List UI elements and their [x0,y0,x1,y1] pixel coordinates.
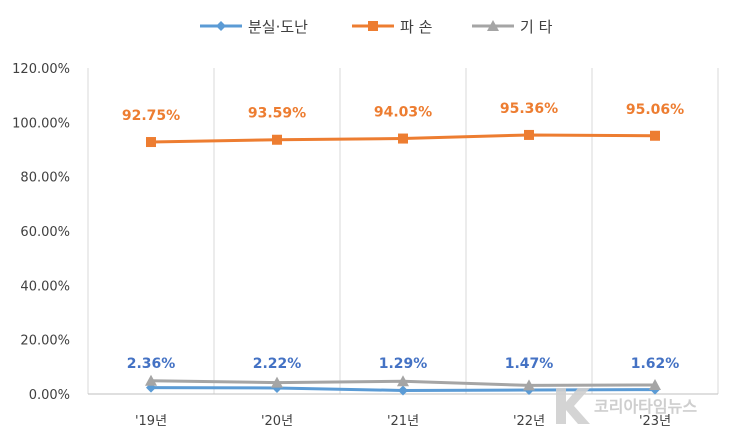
data-point-3 [145,374,157,386]
data-point-2 [524,129,534,140]
watermark: 코리아타임뉴스 [556,388,697,424]
data-point-2 [272,134,282,145]
data-label: 2.36% [127,356,176,372]
data-point-3 [523,379,535,391]
legend-label: 기 타 [520,18,553,36]
data-label: 1.29% [379,356,428,372]
k-logo-icon [556,388,590,424]
y-axis: 0.00% 20.00% 40.00% 60.00% 80.00% 100.00% 120.… [12,62,70,403]
data-label: 92.75% [122,108,180,124]
data-label: 2.22% [253,356,302,372]
y-tick-label: 20.00% [20,334,70,349]
grid-lines [87,68,719,395]
watermark-text: 코리아타임뉴스 [594,397,697,416]
data-label: 1.47% [505,356,554,372]
y-tick-label: 60.00% [20,225,70,240]
y-tick-label: 80.00% [20,171,70,186]
data-label: 95.36% [500,101,558,117]
data-label: 93.59% [248,106,306,122]
y-tick-label: 40.00% [20,279,70,294]
data-point-3 [271,376,283,388]
data-point-2 [398,133,408,144]
data-point-2 [650,130,660,141]
chart-legend: 분실·도난 파 손 기 타 [200,18,553,36]
series-group [145,129,661,396]
data-label: 94.03% [374,105,432,121]
x-tick-label: '20년 [261,414,293,429]
data-point-1 [398,385,408,396]
data-point-2 [146,137,156,148]
legend-marker-triangle [487,20,499,31]
data-label: 1.62% [631,356,680,372]
y-tick-label: 100.00% [12,116,70,131]
legend-label: 파 손 [400,18,433,36]
legend-marker-square [368,21,378,31]
x-tick-label: '22년 [513,414,545,429]
legend-marker-diamond [216,21,226,31]
data-point-3 [649,378,661,390]
y-tick-label: 0.00% [29,388,70,403]
x-tick-label: '21년 [387,414,419,429]
data-point-3 [397,375,409,387]
data-labels: 2.36% 2.22% 1.29% 1.47% 1.62% 92.75% 93.59% 94.… [122,101,684,372]
x-tick-label: '23년 [639,414,671,429]
legend-label: 분실·도난 [248,18,308,36]
y-tick-label: 120.00% [12,62,70,77]
x-axis: '19년 '20년 '21년 '22년 '23년 [135,414,671,429]
x-tick-label: '19년 [135,414,167,429]
data-label: 95.06% [626,102,684,118]
